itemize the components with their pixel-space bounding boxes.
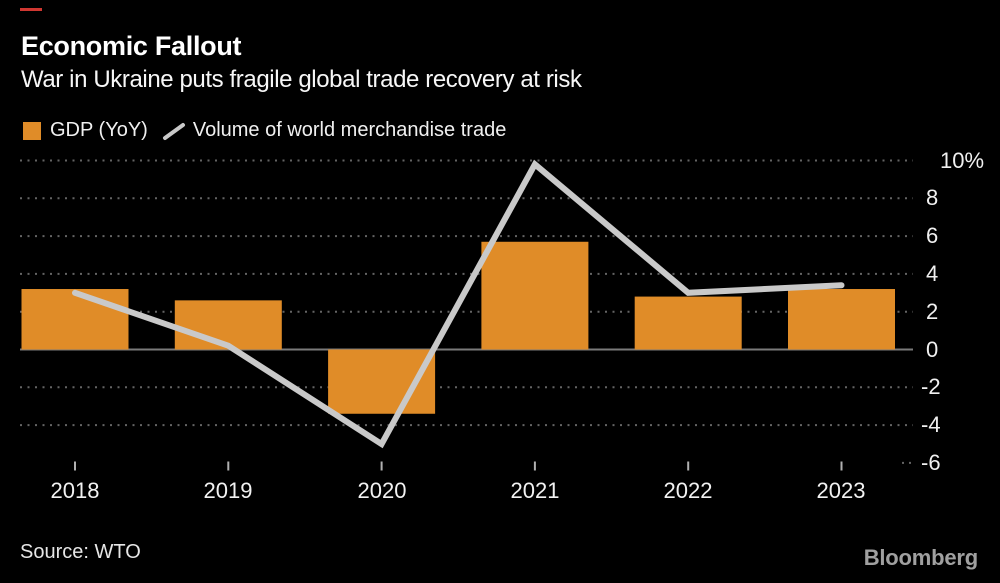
- source-attribution: Source: WTO: [20, 541, 141, 563]
- x-tick-label: 2023: [816, 478, 866, 503]
- y-tick-label: -4: [921, 412, 941, 437]
- y-tick-label: 6: [926, 223, 939, 248]
- y-tick-label: -2: [921, 374, 941, 399]
- x-tick-label: 2018: [50, 478, 100, 503]
- red-accent-dash: [20, 8, 42, 11]
- bar-2023: [788, 289, 895, 350]
- y-tick-label: -6: [921, 450, 941, 475]
- x-tick-label: 2021: [510, 478, 560, 503]
- legend-line-icon: [162, 122, 185, 140]
- legend-label-gdp: GDP (YoY): [50, 119, 148, 141]
- chart-legend: GDP (YoY) Volume of world merchandise tr…: [23, 119, 520, 142]
- y-tick-label: 10%: [940, 148, 985, 173]
- y-tick-label: 2: [926, 299, 939, 324]
- chart-title: Economic Fallout: [21, 31, 242, 61]
- y-tick-label: 4: [926, 261, 939, 286]
- y-tick-label: 8: [926, 185, 939, 210]
- bar-2022: [634, 296, 742, 350]
- chart-subtitle: War in Ukraine puts fragile global trade…: [21, 66, 582, 93]
- y-tick-label: 0: [926, 337, 939, 362]
- bloomberg-logo: Bloomberg: [863, 545, 979, 570]
- bar-2018: [21, 289, 129, 350]
- bar-2021: [481, 241, 589, 350]
- x-tick-label: 2022: [663, 478, 713, 503]
- legend-swatch-gdp: [23, 121, 41, 140]
- x-tick-label: 2019: [203, 478, 253, 503]
- trade-volume-line: [72, 159, 845, 449]
- bar-2019: [174, 300, 282, 350]
- x-tick-label: 2020: [357, 478, 407, 503]
- legend-label-trade: Volume of world merchandise trade: [192, 119, 507, 141]
